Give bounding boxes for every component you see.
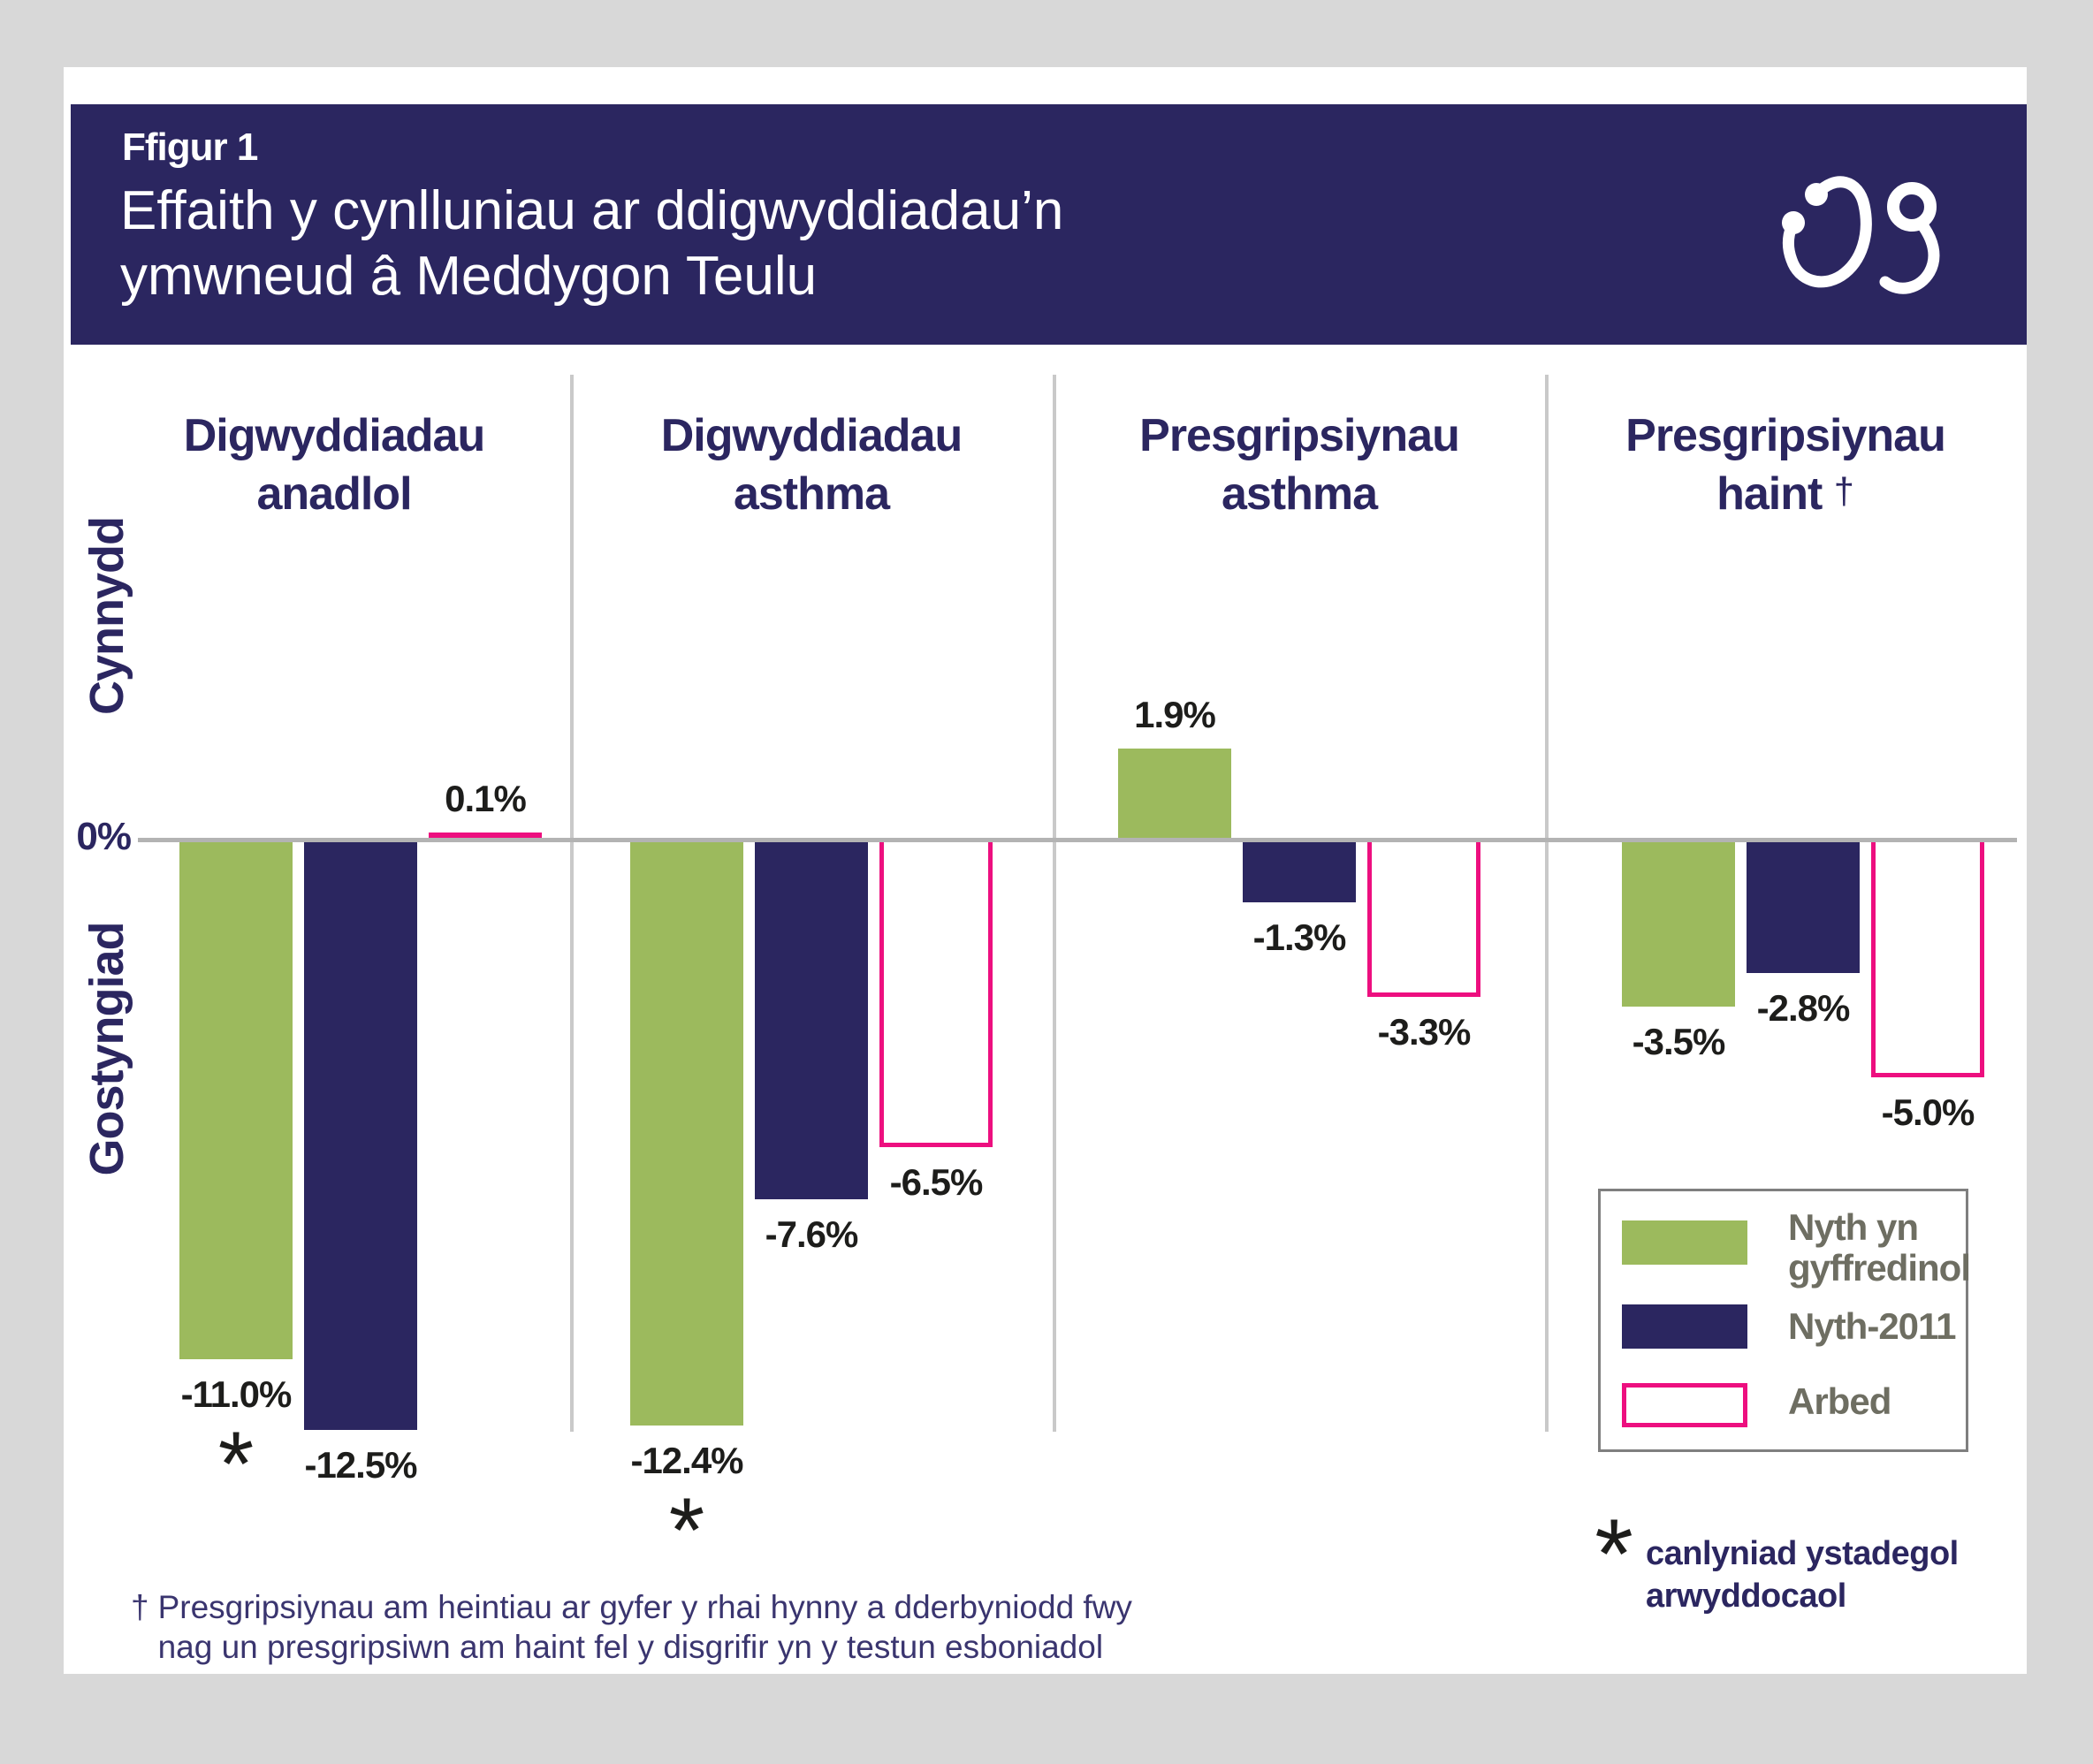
- column-header-line1: Digwyddiadau: [183, 410, 485, 461]
- column-header: Digwyddiadau anadlol: [131, 407, 537, 523]
- column-divider: [570, 375, 574, 1432]
- zero-axis-line: [138, 838, 2017, 842]
- dagger-icon: †: [131, 1589, 149, 1625]
- bar-nyth-yn-gyffredinol: [1622, 841, 1735, 1007]
- zero-axis-label: 0%: [76, 815, 132, 858]
- bar-value-label: -11.0%: [180, 1373, 293, 1416]
- column-divider: [1545, 375, 1549, 1432]
- bar-value-label: -3.5%: [1632, 1020, 1726, 1062]
- page-title-line2: ymwneud â Meddygon Teulu: [120, 246, 818, 307]
- bar-value-label: -2.8%: [1756, 987, 1851, 1030]
- bar-nyth-yn-gyffredinol: [630, 841, 743, 1426]
- column-divider: [1053, 375, 1056, 1432]
- column-header-line1: Presgripsiynau: [1625, 410, 1946, 461]
- chart-legend: Nyth yn gyffredinol Nyth-2011 Arbed: [1598, 1189, 1971, 1452]
- bar-arbed: [429, 833, 542, 838]
- dagger-footnote-text: Presgripsiynau am heintiau ar gyfer y rh…: [158, 1587, 1132, 1667]
- page-title-line1: Effaith y cynlluniau ar ddigwyddiadau’n: [120, 180, 1064, 241]
- bar-nyth-2011: [1243, 841, 1356, 903]
- bar-nyth-yn-gyffredinol: [1118, 748, 1231, 838]
- column-header-line1: Presgripsiynau: [1139, 410, 1460, 461]
- legend-item-label: Nyth-2011: [1788, 1305, 1956, 1347]
- header-band: Ffigur 1 Effaith y cynlluniau ar ddigwyd…: [71, 104, 2027, 345]
- column-header: Digwyddiadau asthma: [608, 407, 1015, 523]
- column-header-line2: asthma: [733, 468, 890, 520]
- bar-nyth-yn-gyffredinol: [179, 841, 293, 1360]
- bar-value-label: -12.4%: [630, 1439, 743, 1481]
- legend-swatch-fill: [1622, 1220, 1747, 1265]
- dagger-footnote-line1: Presgripsiynau am heintiau ar gyfer y rh…: [157, 1589, 1132, 1625]
- bar-arbed: [1367, 840, 1480, 997]
- bar-value-label: -3.3%: [1377, 1010, 1472, 1053]
- bar-arbed: [1871, 840, 1984, 1077]
- y-axis-decrease-label: Gostyngiad: [80, 922, 133, 1176]
- bar-value-label: -12.5%: [304, 1444, 417, 1486]
- bar-nyth-2011: [1747, 841, 1860, 974]
- legend-swatch-outline: [1622, 1383, 1747, 1427]
- legend-swatch-fill: [1622, 1304, 1747, 1349]
- bar-value-label: -5.0%: [1881, 1091, 1975, 1133]
- bar-arbed: [879, 840, 993, 1148]
- bar-value-label: -6.5%: [889, 1161, 984, 1204]
- column-header-line2: haint †: [1716, 468, 1854, 520]
- bar-value-label: -1.3%: [1252, 916, 1347, 959]
- significance-note-line2: arwyddocaol: [1646, 1578, 1846, 1615]
- bar-value-label: -7.6%: [765, 1213, 859, 1256]
- bar-nyth-2011: [755, 841, 868, 1200]
- figure-label: Ffigur 1: [122, 125, 258, 169]
- stethoscope-icon: [1777, 159, 1963, 323]
- significance-asterisk-icon: *: [217, 1413, 255, 1517]
- column-header-line1: Digwyddiadau: [660, 410, 963, 461]
- significance-asterisk-icon: *: [1594, 1499, 1633, 1609]
- dagger-footnote-line2: nag un presgripsiwn am haint fel y disgr…: [157, 1629, 1104, 1665]
- page-title: Effaith y cynlluniau ar ddigwyddiadau’n …: [120, 179, 1063, 309]
- column-header-line2: asthma: [1221, 468, 1378, 520]
- dagger-footnote: † Presgripsiynau am heintiau ar gyfer y …: [131, 1587, 1132, 1667]
- significance-note-line1: canlyniad ystadegol: [1646, 1535, 1959, 1572]
- bar-value-label: 0.1%: [445, 778, 527, 819]
- column-header-line2: anadlol: [256, 468, 412, 520]
- column-header: Presgripsiynau haint †: [1582, 407, 1989, 526]
- legend-item-label: Arbed: [1788, 1380, 1891, 1422]
- column-header: Presgripsiynau asthma: [1096, 407, 1503, 523]
- significance-asterisk-icon: *: [668, 1479, 705, 1582]
- dagger-icon: †: [1833, 470, 1854, 512]
- legend-item-label: Nyth yn gyffredinol: [1788, 1206, 1971, 1289]
- y-axis-increase-label: Cynnydd: [80, 517, 133, 716]
- significance-note: canlyniad ystadegol arwyddocaol: [1646, 1532, 1959, 1617]
- bar-nyth-2011: [304, 841, 417, 1431]
- bar-value-label: 1.9%: [1134, 693, 1216, 735]
